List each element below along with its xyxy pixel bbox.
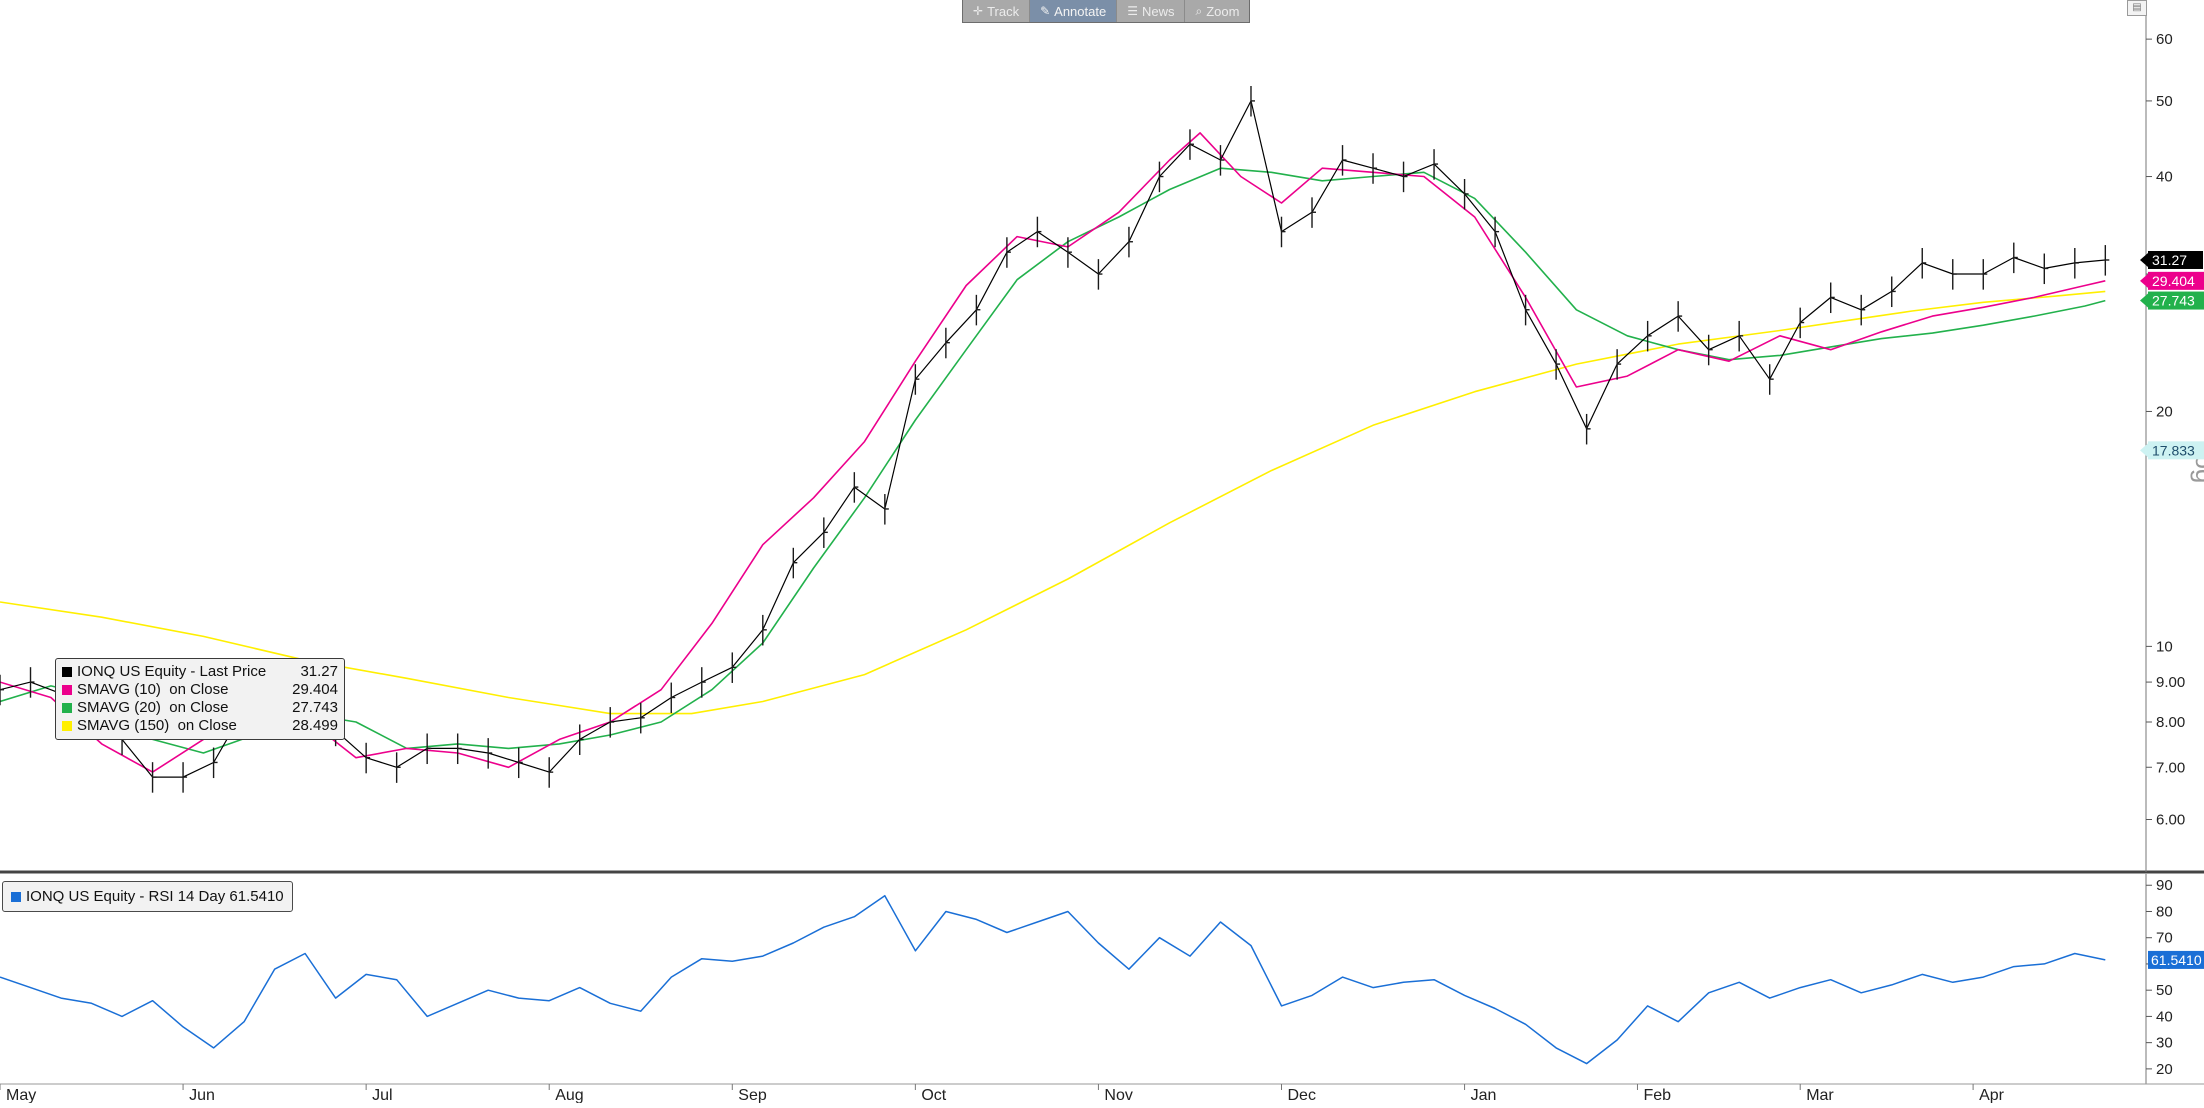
legend-value-sma10: 29.404 xyxy=(292,681,338,698)
rsi-line xyxy=(0,894,2106,1065)
price-y-tick-label: 6.00 xyxy=(2156,812,2185,829)
last-value-tag-arrow xyxy=(2140,293,2148,308)
zoom-label: Zoom xyxy=(1206,3,1240,19)
last-value-tag-arrow xyxy=(2140,443,2148,458)
x-tick-label: Jul xyxy=(372,1087,392,1103)
price-y-tick-label: 7.00 xyxy=(2156,759,2185,776)
price-y-tick-label: 20 xyxy=(2156,403,2173,420)
x-tick-label: May xyxy=(6,1087,36,1103)
news-label: News xyxy=(1141,3,1175,19)
legend-swatch-sma150 xyxy=(62,721,72,731)
rsi-y-tick-label: 40 xyxy=(2156,1008,2173,1025)
x-tick-label: Aug xyxy=(555,1087,583,1103)
price-y-tick-label: 40 xyxy=(2156,169,2173,186)
x-tick-label: Feb xyxy=(1643,1087,1671,1103)
x-tick-label: Mar xyxy=(1806,1087,1834,1103)
x-tick-label: Dec xyxy=(1287,1087,1315,1103)
legend-label-sma10: SMAVG (10) on Close xyxy=(77,681,229,698)
last-value-tag-label: 27.743 xyxy=(2152,293,2195,309)
last-value-tag-label: 29.404 xyxy=(2152,273,2195,289)
rsi-y-tick-label: 30 xyxy=(2156,1035,2173,1052)
rsi-legend-value: 61.5410 xyxy=(229,888,284,905)
last-value-tag xyxy=(2148,441,2204,460)
x-tick-label: Nov xyxy=(1104,1087,1132,1103)
legend-row-sma20: SMAVG (20) on Close 27.743 xyxy=(62,699,338,717)
rsi-y-tick-label: 80 xyxy=(2156,903,2173,920)
legend-value-sma150: 28.499 xyxy=(292,717,338,734)
rsi-legend[interactable]: IONQ US Equity - RSI 14 Day 61.5410 xyxy=(2,881,293,912)
news-icon: ☰ xyxy=(1127,4,1138,18)
crosshair-icon: ✛ xyxy=(973,4,984,18)
last-value-tag-label: 31.27 xyxy=(2152,252,2187,268)
price-y-tick-label: 60 xyxy=(2156,31,2173,48)
x-tick-label: Oct xyxy=(921,1087,946,1103)
magnifier-icon: ⌕ xyxy=(1195,3,1203,18)
last-value-tag xyxy=(2148,250,2203,269)
chart-options-icon[interactable]: ▤ xyxy=(2127,0,2147,16)
annotate-tool-button[interactable]: ✎ Annotate xyxy=(1030,0,1118,22)
legend-value-sma20: 27.743 xyxy=(292,699,338,716)
rsi-y-tick-label: 90 xyxy=(2156,877,2173,894)
x-tick-label: Sep xyxy=(738,1087,767,1103)
rsi-legend-swatch xyxy=(11,891,21,902)
legend-swatch-price xyxy=(62,667,72,677)
legend-label-sma150: SMAVG (150) on Close xyxy=(77,717,237,734)
x-tick-label: Apr xyxy=(1979,1087,2005,1103)
price-legend[interactable]: IONQ US Equity - Last Price 31.27 SMAVG … xyxy=(55,658,345,740)
x-tick-label: Jan xyxy=(1471,1087,1497,1103)
x-tick-label: Jun xyxy=(189,1087,215,1103)
annotate-label: Annotate xyxy=(1054,3,1107,19)
rsi-y-tick-label: 50 xyxy=(2156,982,2173,999)
track-label: Track xyxy=(987,3,1020,19)
price-y-tick-label: 10 xyxy=(2156,638,2173,655)
chart-toolbar: ✛ Track ✎ Annotate ☰ News ⌕ Zoom xyxy=(962,0,1251,23)
legend-row-sma150: SMAVG (150) on Close 28.499 xyxy=(62,717,338,735)
last-value-tag-label: 17.833 xyxy=(2152,442,2195,458)
price-y-tick-label: 9.00 xyxy=(2156,674,2185,691)
zoom-tool-button[interactable]: ⌕ Zoom xyxy=(1185,0,1249,22)
legend-swatch-sma10 xyxy=(62,685,72,695)
legend-label-sma20: SMAVG (20) on Close xyxy=(77,699,229,716)
rsi-y-tick-label: 20 xyxy=(2156,1061,2173,1078)
price-close-line xyxy=(0,100,2106,778)
sma-line-0 xyxy=(0,290,2106,715)
rsi-y-tick-label: 70 xyxy=(2156,930,2173,947)
news-tool-button[interactable]: ☰ News xyxy=(1117,0,1186,22)
pencil-icon: ✎ xyxy=(1040,4,1051,18)
price-y-tick-label: 8.00 xyxy=(2156,714,2185,731)
last-value-tag-arrow xyxy=(2140,273,2148,288)
rsi-last-value-tag xyxy=(2148,950,2204,969)
legend-row-sma10: SMAVG (10) on Close 29.404 xyxy=(62,681,338,699)
rsi-legend-label: IONQ US Equity - RSI 14 Day xyxy=(26,888,226,905)
last-value-tag-arrow xyxy=(2140,252,2148,267)
legend-value-price: 31.27 xyxy=(300,663,338,680)
legend-row-price: IONQ US Equity - Last Price 31.27 xyxy=(62,663,338,681)
legend-swatch-sma20 xyxy=(62,703,72,713)
track-tool-button[interactable]: ✛ Track xyxy=(963,0,1031,22)
price-y-tick-label: 50 xyxy=(2156,93,2173,110)
legend-label-price: IONQ US Equity - Last Price xyxy=(77,663,267,680)
last-value-tag xyxy=(2148,291,2204,310)
rsi-last-value-label: 61.5410 xyxy=(2151,952,2202,968)
last-value-tag xyxy=(2148,271,2204,290)
